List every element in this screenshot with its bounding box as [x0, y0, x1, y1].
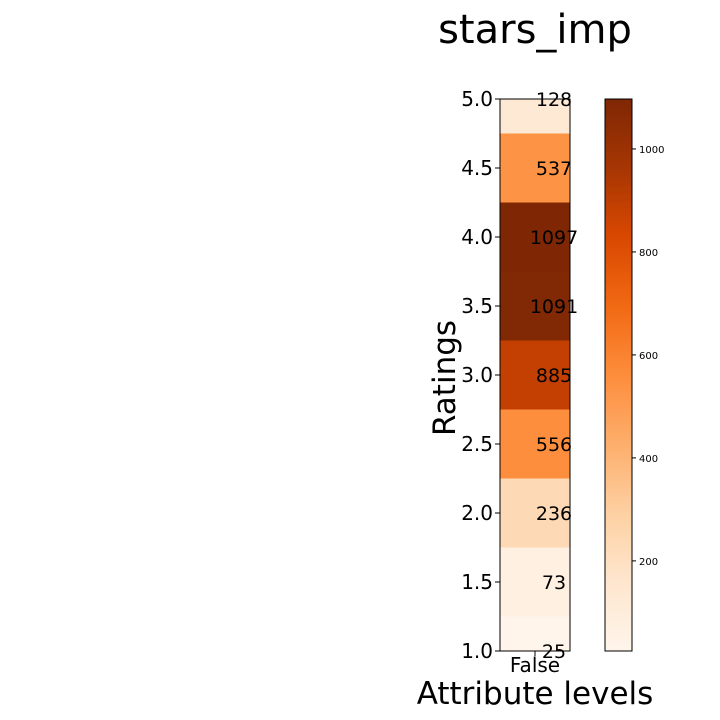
y-tick-label: 4.5 — [461, 156, 493, 180]
heatmap-cell — [500, 340, 570, 410]
heatmap-cell — [500, 202, 570, 272]
colorbar-tick-label: 1000 — [639, 145, 664, 156]
y-tick-label: 3.5 — [461, 294, 493, 318]
y-tick-label: 3.0 — [461, 363, 493, 387]
y-axis-label: Ratings — [427, 320, 463, 436]
x-axis: False — [510, 651, 560, 677]
cell-labels: 25 73 236 556 885 1091 1097 537 128 — [530, 89, 578, 663]
y-tick-label: 4.0 — [461, 225, 493, 249]
heatmap-cell — [500, 478, 570, 548]
cell-value-label: 128 — [536, 89, 572, 111]
heatmap-cell — [500, 616, 570, 651]
colorbar-tick-label: 400 — [639, 454, 658, 465]
y-tick-label: 1.0 — [461, 639, 493, 663]
cell-value-label: 1091 — [530, 296, 578, 318]
heatmap-cell — [500, 547, 570, 617]
cell-value-label: 537 — [536, 158, 572, 180]
colorbar-tick-label: 800 — [639, 248, 658, 259]
y-tick-label: 2.0 — [461, 501, 493, 525]
cell-value-label: 236 — [536, 503, 572, 525]
colorbar-ticks: 200 400 600 800 1000 — [632, 145, 664, 568]
heatmap-cell — [500, 133, 570, 203]
cell-value-label: 1097 — [530, 227, 578, 249]
heatmap-cells — [500, 99, 570, 651]
cell-value-label: 25 — [542, 641, 566, 663]
heatmap-cell — [500, 271, 570, 341]
y-tick-label: 2.5 — [461, 432, 493, 456]
colorbar-tick-label: 200 — [639, 557, 658, 568]
x-axis-label: Attribute levels — [417, 676, 654, 712]
colorbar — [604, 98, 633, 652]
y-tick-label: 5.0 — [461, 87, 493, 111]
chart-title: stars_imp — [438, 7, 632, 53]
y-axis: 1.0 1.5 2.0 2.5 3.0 3.5 4.0 4.5 5.0 — [461, 87, 500, 663]
y-tick-label: 1.5 — [461, 570, 493, 594]
colorbar-tick-label: 600 — [639, 351, 658, 362]
x-tick-label: False — [510, 653, 560, 677]
cell-value-label: 556 — [536, 434, 572, 456]
cell-value-label: 73 — [542, 572, 566, 594]
cell-value-label: 885 — [536, 365, 572, 387]
heatmap-cell — [500, 409, 570, 479]
heatmap-cell — [500, 99, 570, 134]
